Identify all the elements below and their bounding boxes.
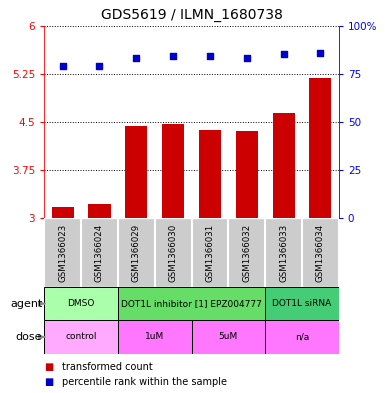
Bar — [199, 130, 221, 218]
Point — [317, 50, 323, 56]
Bar — [273, 114, 295, 218]
Point — [207, 53, 213, 59]
Bar — [125, 126, 147, 218]
Bar — [89, 204, 110, 218]
Text: 5uM: 5uM — [219, 332, 238, 342]
Bar — [52, 207, 74, 218]
Bar — [44, 320, 118, 354]
Text: GSM1366024: GSM1366024 — [95, 223, 104, 282]
Text: transformed count: transformed count — [62, 362, 152, 373]
Text: GSM1366033: GSM1366033 — [279, 223, 288, 282]
Text: GSM1366034: GSM1366034 — [316, 223, 325, 282]
Text: DMSO: DMSO — [67, 299, 95, 308]
Point — [133, 55, 139, 61]
Bar — [236, 131, 258, 218]
Text: GSM1366032: GSM1366032 — [242, 223, 251, 282]
Bar — [118, 320, 192, 354]
Text: agent: agent — [10, 299, 42, 309]
Text: control: control — [65, 332, 97, 342]
Point — [96, 63, 102, 69]
Text: percentile rank within the sample: percentile rank within the sample — [62, 377, 227, 387]
Text: 1uM: 1uM — [145, 332, 164, 342]
Bar — [310, 78, 331, 218]
Point — [281, 51, 287, 57]
Text: DOT1L inhibitor [1] EPZ004777: DOT1L inhibitor [1] EPZ004777 — [121, 299, 262, 308]
Text: dose: dose — [16, 332, 42, 342]
Bar — [118, 287, 265, 320]
Text: GSM1366030: GSM1366030 — [169, 223, 177, 282]
Text: DOT1L siRNA: DOT1L siRNA — [272, 299, 331, 308]
Point — [244, 55, 250, 61]
Bar — [162, 124, 184, 218]
Text: n/a: n/a — [295, 332, 309, 342]
Text: ■: ■ — [44, 362, 54, 373]
Text: GSM1366031: GSM1366031 — [206, 223, 214, 282]
Bar — [265, 287, 339, 320]
Point — [170, 53, 176, 59]
Bar — [44, 287, 118, 320]
Text: GSM1366023: GSM1366023 — [58, 223, 67, 282]
Point — [60, 63, 66, 69]
Text: ■: ■ — [44, 377, 54, 387]
Text: GSM1366029: GSM1366029 — [132, 224, 141, 281]
Title: GDS5619 / ILMN_1680738: GDS5619 / ILMN_1680738 — [100, 8, 283, 22]
Bar — [192, 320, 265, 354]
Bar — [265, 320, 339, 354]
